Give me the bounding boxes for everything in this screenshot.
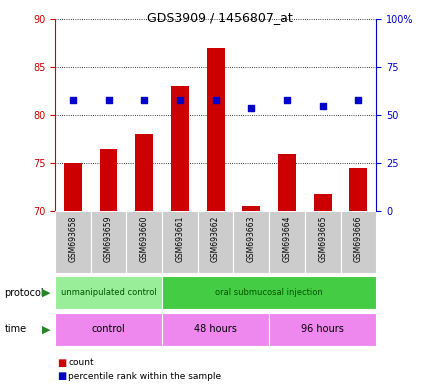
Text: GSM693664: GSM693664 xyxy=(282,215,291,262)
Text: percentile rank within the sample: percentile rank within the sample xyxy=(68,372,221,381)
Bar xyxy=(91,211,126,273)
Text: 48 hours: 48 hours xyxy=(194,324,237,334)
Point xyxy=(283,97,290,103)
Bar xyxy=(207,48,224,211)
Text: GSM693663: GSM693663 xyxy=(247,215,256,262)
Bar xyxy=(234,211,269,273)
Text: GSM693658: GSM693658 xyxy=(68,216,77,262)
Point xyxy=(212,97,219,103)
Point xyxy=(355,97,362,103)
Bar xyxy=(349,168,367,211)
Text: GSM693665: GSM693665 xyxy=(318,215,327,262)
Text: GSM693662: GSM693662 xyxy=(211,216,220,262)
Text: control: control xyxy=(92,324,125,334)
Bar xyxy=(55,211,91,273)
Text: GDS3909 / 1456807_at: GDS3909 / 1456807_at xyxy=(147,12,293,25)
Point xyxy=(70,97,77,103)
Bar xyxy=(99,149,117,211)
Bar xyxy=(55,313,162,346)
Text: 96 hours: 96 hours xyxy=(301,324,344,334)
Text: unmanipulated control: unmanipulated control xyxy=(61,288,156,297)
Bar xyxy=(278,154,296,211)
Text: protocol: protocol xyxy=(4,288,44,298)
Bar xyxy=(64,163,82,211)
Bar xyxy=(162,276,376,309)
Text: GSM693666: GSM693666 xyxy=(354,215,363,262)
Text: ▶: ▶ xyxy=(42,288,51,298)
Bar xyxy=(136,134,153,211)
Point xyxy=(248,104,255,111)
Text: ▶: ▶ xyxy=(42,324,51,334)
Bar xyxy=(162,211,198,273)
Bar xyxy=(55,276,162,309)
Bar xyxy=(269,211,305,273)
Text: oral submucosal injection: oral submucosal injection xyxy=(215,288,323,297)
Bar xyxy=(341,211,376,273)
Text: ■: ■ xyxy=(57,371,66,381)
Bar xyxy=(126,211,162,273)
Bar xyxy=(198,211,234,273)
Bar xyxy=(269,313,376,346)
Bar xyxy=(242,206,260,211)
Point xyxy=(319,103,326,109)
Bar xyxy=(162,313,269,346)
Text: count: count xyxy=(68,358,94,367)
Text: GSM693659: GSM693659 xyxy=(104,215,113,262)
Bar xyxy=(305,211,341,273)
Text: time: time xyxy=(4,324,26,334)
Text: GSM693660: GSM693660 xyxy=(140,215,149,262)
Bar xyxy=(314,194,332,211)
Bar xyxy=(171,86,189,211)
Text: GSM693661: GSM693661 xyxy=(176,216,184,262)
Point xyxy=(105,97,112,103)
Point xyxy=(141,97,148,103)
Point xyxy=(176,97,183,103)
Text: ■: ■ xyxy=(57,358,66,368)
